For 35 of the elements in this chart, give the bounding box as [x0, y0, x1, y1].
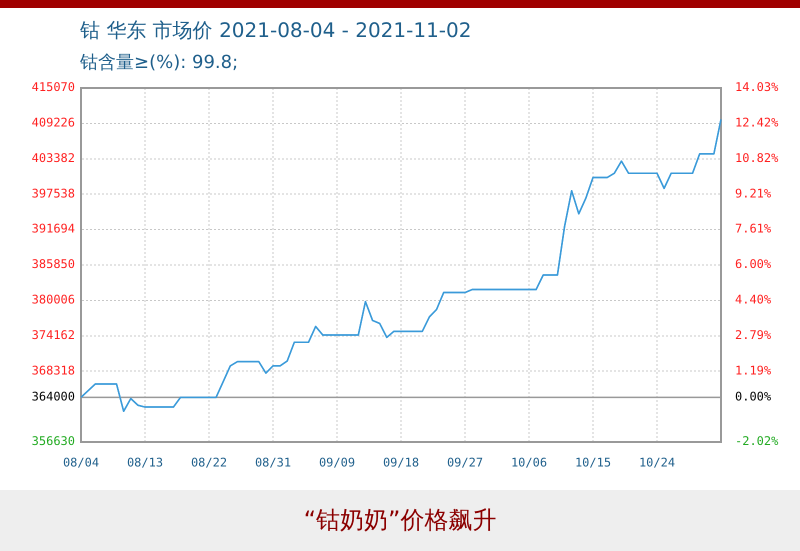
y-tick-label: 391694 — [32, 222, 75, 236]
y-tick-label: 364000 — [32, 389, 75, 404]
y-tick-label: 380006 — [32, 292, 75, 307]
y2-tick-label: 1.19% — [735, 363, 772, 378]
y2-tick-label: 10.82% — [735, 150, 780, 165]
y-tick-label: 385850 — [32, 257, 75, 272]
x-tick-label: 09/18 — [382, 455, 420, 470]
x-tick-label: 10/24 — [638, 455, 676, 470]
y-tick-label: 409226 — [32, 116, 75, 130]
y2-tick-label: 12.42% — [735, 116, 780, 130]
y2-tick-label: 9.21% — [735, 186, 772, 200]
y-tick-label: 356630 — [32, 434, 75, 448]
y-tick-label: 397538 — [32, 186, 75, 200]
y2-tick-label: 14.03% — [735, 80, 780, 94]
chart-subtitle: 钴含量≥(%): 99.8; — [80, 51, 238, 74]
y-tick-label: 368318 — [32, 363, 75, 378]
x-tick-label: 10/15 — [574, 455, 612, 470]
text: “钴奶奶”价格飙升 — [0, 490, 800, 551]
y2-tick-label: 0.00% — [735, 390, 772, 404]
chart-title: 钴 华东 市场价 2021-08-04 - 2021-11-02 — [80, 17, 472, 44]
y2-tick-label: 6.00% — [735, 257, 772, 272]
x-tick-label: 08/13 — [126, 455, 164, 470]
y2-tick-label: 2.79% — [735, 328, 772, 342]
y-tick-label: 374162 — [32, 328, 75, 342]
y-tick-label: 415070 — [32, 80, 75, 94]
x-tick-label: 10/06 — [510, 455, 548, 470]
y2-tick-label: 7.61% — [735, 222, 772, 236]
x-tick-label: 09/09 — [318, 455, 356, 470]
x-tick-label: 08/04 — [62, 455, 100, 470]
y-tick-label: 403382 — [32, 150, 75, 165]
y2-tick-label: 4.40% — [735, 292, 772, 307]
x-tick-label: 08/31 — [254, 455, 292, 470]
y2-tick-label: -2.02% — [735, 434, 780, 448]
x-tick-label: 09/27 — [446, 455, 484, 470]
x-tick-label: 08/22 — [190, 455, 228, 470]
